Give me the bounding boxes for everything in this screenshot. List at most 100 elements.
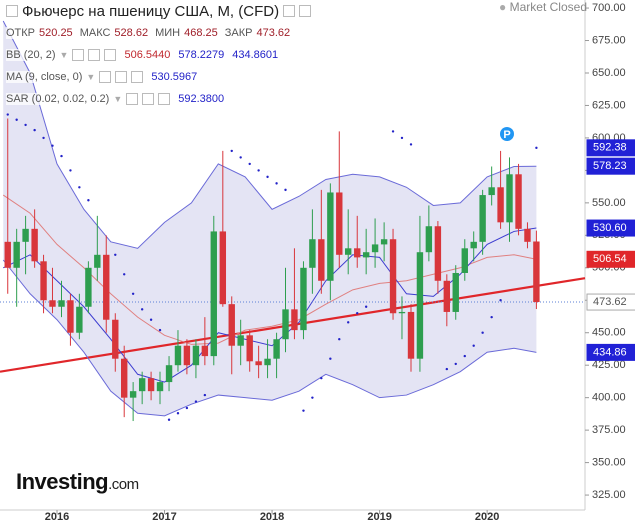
ohlc-value: 528.62 — [114, 27, 149, 39]
candle-body — [85, 267, 92, 307]
candle-body — [362, 252, 370, 258]
candle-body — [488, 187, 495, 196]
price-marker-label: 578.23 — [593, 160, 627, 172]
candle-body — [237, 335, 244, 346]
sar-dot — [78, 186, 81, 189]
candle-body — [40, 261, 47, 301]
sar-dot — [123, 273, 126, 276]
candle-body — [273, 339, 280, 359]
sar-dot — [33, 128, 36, 132]
settings-icon[interactable] — [88, 49, 101, 61]
settings-icon[interactable] — [299, 5, 312, 17]
ohlc-label: ЗАКР — [224, 27, 253, 39]
candle-body — [318, 239, 325, 281]
sar-dot — [445, 367, 449, 371]
candle-body — [264, 358, 271, 366]
candle-body — [434, 226, 442, 281]
candle-body — [192, 345, 200, 366]
sar-dot — [356, 312, 359, 315]
indicator-line — [3, 227, 537, 383]
sar-dot — [185, 406, 189, 410]
x-tick-label: 2017 — [152, 511, 176, 523]
sar-dot — [60, 154, 63, 158]
ohlc-label: ОТКР — [6, 27, 36, 39]
settings-icon[interactable] — [142, 93, 155, 105]
sar-dot — [454, 362, 457, 366]
indicator-value: 530.5967 — [151, 71, 198, 83]
sar-dot — [239, 156, 242, 159]
annotation-badge — [500, 127, 514, 141]
sar-dot — [391, 130, 395, 133]
annotation-text: P — [503, 129, 510, 141]
candle-body — [309, 239, 316, 268]
price-marker — [586, 157, 635, 175]
ohlc-label: МАКС — [79, 27, 111, 39]
indicator-line — [2, 20, 537, 249]
market-status: ● Market Closed — [499, 0, 587, 14]
candle-body — [156, 382, 164, 392]
price-marker-label: 506.54 — [593, 253, 627, 265]
remove-icon[interactable] — [104, 49, 117, 61]
sar-dot — [6, 113, 9, 116]
candle-body — [255, 361, 262, 366]
dropdown-caret[interactable]: ▼ — [86, 72, 96, 82]
band-fill — [3, 21, 537, 416]
indicators: BB (20, 2) ▼ 506.5440 578.2279 434.8601 MA (9… — [6, 44, 311, 110]
collapse-icon[interactable] — [6, 5, 18, 17]
sar-dot — [266, 175, 269, 179]
sar-dot — [338, 338, 341, 341]
remove-icon[interactable] — [131, 71, 144, 83]
sar-dot — [248, 162, 251, 166]
eye-icon[interactable] — [99, 71, 112, 83]
candle-body — [129, 391, 137, 398]
eye-icon[interactable] — [283, 5, 296, 17]
candle-body — [443, 280, 451, 312]
sar-dot — [114, 253, 117, 257]
sar-dot — [230, 149, 233, 153]
candle-body — [345, 248, 352, 255]
remove-icon[interactable] — [158, 93, 171, 105]
brand-suffix: .com — [108, 476, 139, 493]
indicator-row: SAR (0.02, 0.02, 0.2) ▼ 592.3800 — [6, 88, 311, 110]
sar-dot — [69, 169, 72, 172]
sar-dot — [347, 321, 350, 324]
price-marker-label: 592.38 — [593, 142, 627, 154]
x-tick-label: 2018 — [260, 511, 284, 523]
y-tick-label: 425.00 — [592, 359, 626, 371]
candle-body — [407, 311, 415, 359]
sar-dot — [275, 182, 278, 185]
candle-body — [515, 174, 522, 229]
price-marker — [586, 293, 635, 311]
status-dot: ● — [499, 0, 510, 14]
candle-body — [49, 300, 56, 307]
sar-dot — [176, 412, 180, 415]
candle-body — [183, 345, 191, 366]
candle-body — [4, 241, 11, 268]
candle-body — [425, 226, 433, 253]
sar-dot — [400, 136, 404, 140]
y-tick-label: 375.00 — [592, 424, 626, 436]
candle-body — [138, 378, 146, 392]
candle-body — [389, 239, 397, 314]
sar-dot — [320, 376, 323, 380]
candle-body — [201, 345, 209, 357]
price-marker — [586, 139, 635, 157]
indicator-name: SAR (0.02, 0.02, 0.2) — [6, 93, 110, 105]
candle-body — [228, 304, 235, 346]
candle-body — [67, 300, 74, 333]
sar-dot — [257, 169, 260, 172]
candle-body — [210, 231, 217, 357]
brand-name: Investing — [16, 469, 109, 494]
candle-body — [121, 358, 128, 398]
settings-icon[interactable] — [115, 71, 128, 83]
dropdown-caret[interactable]: ▼ — [113, 94, 123, 104]
candle-body — [291, 309, 298, 331]
y-tick-label: 675.00 — [592, 34, 626, 46]
indicator-value: 592.3800 — [178, 93, 225, 105]
eye-icon[interactable] — [72, 49, 85, 61]
dropdown-caret[interactable]: ▼ — [59, 50, 69, 60]
y-tick-label: 625.00 — [592, 99, 626, 111]
candle-body — [31, 228, 38, 262]
eye-icon[interactable] — [126, 93, 139, 105]
